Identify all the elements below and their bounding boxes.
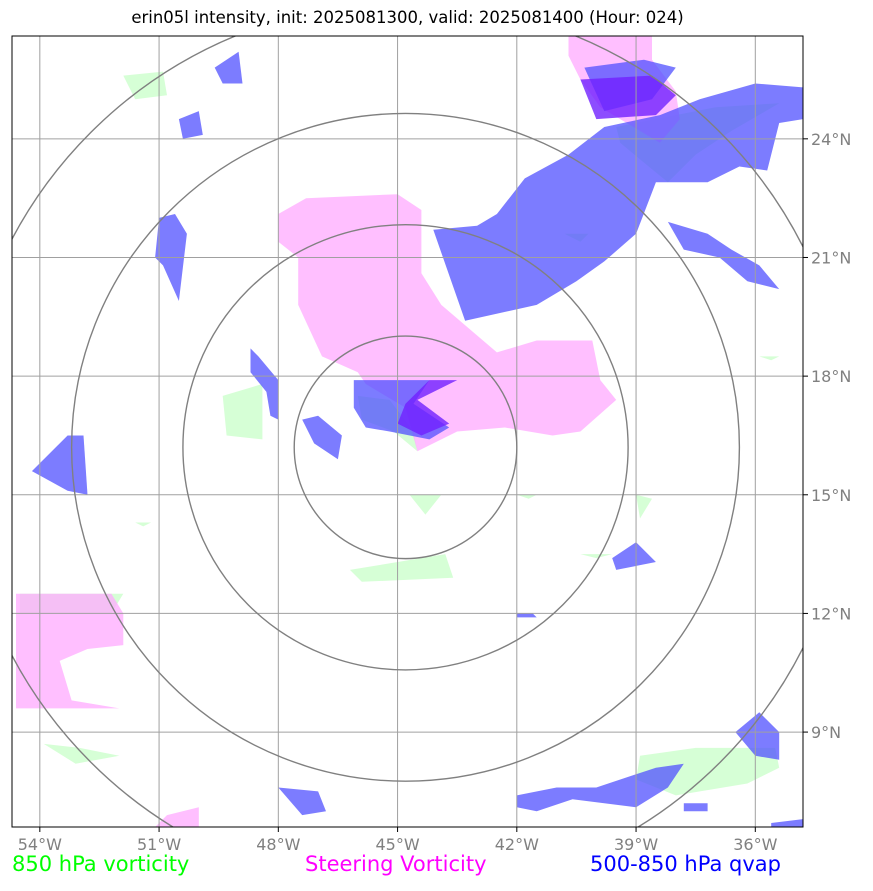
vorticity-850-area bbox=[580, 554, 613, 559]
vorticity-850-area bbox=[135, 522, 152, 527]
lon-tick-label: 54°W bbox=[18, 835, 62, 854]
vorticity-850-area bbox=[636, 747, 780, 796]
lon-tick-label: 45°W bbox=[375, 835, 419, 854]
range-ring bbox=[70, 112, 741, 782]
steering-vorticity-area bbox=[155, 807, 199, 827]
lat-tick-label: 15°N bbox=[811, 486, 851, 505]
steering-vorticity-layer bbox=[16, 36, 680, 827]
steering-vorticity-area bbox=[16, 593, 124, 709]
legend-qvap: 500-850 hPa qvap bbox=[590, 852, 781, 876]
lat-tick-label: 9°N bbox=[811, 723, 841, 742]
qvap-area bbox=[771, 819, 803, 827]
qvap-area bbox=[302, 415, 342, 460]
lat-tick-label: 21°N bbox=[811, 248, 851, 267]
range-ring bbox=[293, 335, 518, 560]
steering-vorticity-area bbox=[278, 194, 617, 452]
axis-ticks: 54°W 51°W 48°W 45°W 42°W 39°W 36°W 24°N 21°N 18°N… bbox=[18, 130, 852, 854]
lat-tick-label: 18°N bbox=[811, 367, 851, 386]
vorticity-850-area bbox=[759, 356, 780, 361]
qvap-area bbox=[278, 787, 326, 816]
plot-frame bbox=[11, 35, 804, 828]
qvap-steering-overlap-area bbox=[397, 380, 458, 436]
qvap-area bbox=[178, 111, 203, 139]
vorticity-850-area bbox=[516, 494, 537, 499]
vorticity-850-area bbox=[636, 494, 652, 519]
vorticity-850-area bbox=[349, 554, 454, 582]
lat-tick-label: 12°N bbox=[811, 604, 851, 623]
qvap-area bbox=[735, 712, 780, 760]
vorticity-850-area bbox=[222, 384, 263, 440]
lat-tick-label: 24°N bbox=[811, 130, 851, 149]
legend-steering-vorticity: Steering Vorticity bbox=[305, 852, 487, 876]
qvap-area bbox=[667, 221, 780, 290]
lon-tick-label: 48°W bbox=[256, 835, 300, 854]
qvap-area bbox=[612, 542, 656, 570]
range-ring bbox=[182, 224, 629, 671]
qvap-area bbox=[433, 83, 803, 321]
lon-tick-label: 39°W bbox=[614, 835, 658, 854]
lon-tick-label: 51°W bbox=[137, 835, 181, 854]
vorticity-850-area bbox=[409, 494, 442, 515]
legend-850-vorticity: 850 hPa vorticity bbox=[12, 852, 190, 876]
page-title: erin05l intensity, init: 2025081300, val… bbox=[131, 8, 684, 27]
qvap-area bbox=[516, 613, 537, 618]
lon-tick-label: 42°W bbox=[495, 835, 539, 854]
qvap-area bbox=[683, 803, 708, 812]
qvap-area bbox=[214, 51, 243, 84]
graticule bbox=[12, 36, 803, 827]
qvap-steering-overlap-area bbox=[580, 75, 676, 120]
qvap-area bbox=[516, 763, 684, 812]
qvap-area bbox=[250, 348, 279, 420]
overlap-layer bbox=[397, 75, 676, 436]
lon-tick-label: 36°W bbox=[733, 835, 777, 854]
vorticity-850-area bbox=[43, 743, 120, 764]
range-rings bbox=[12, 36, 803, 827]
